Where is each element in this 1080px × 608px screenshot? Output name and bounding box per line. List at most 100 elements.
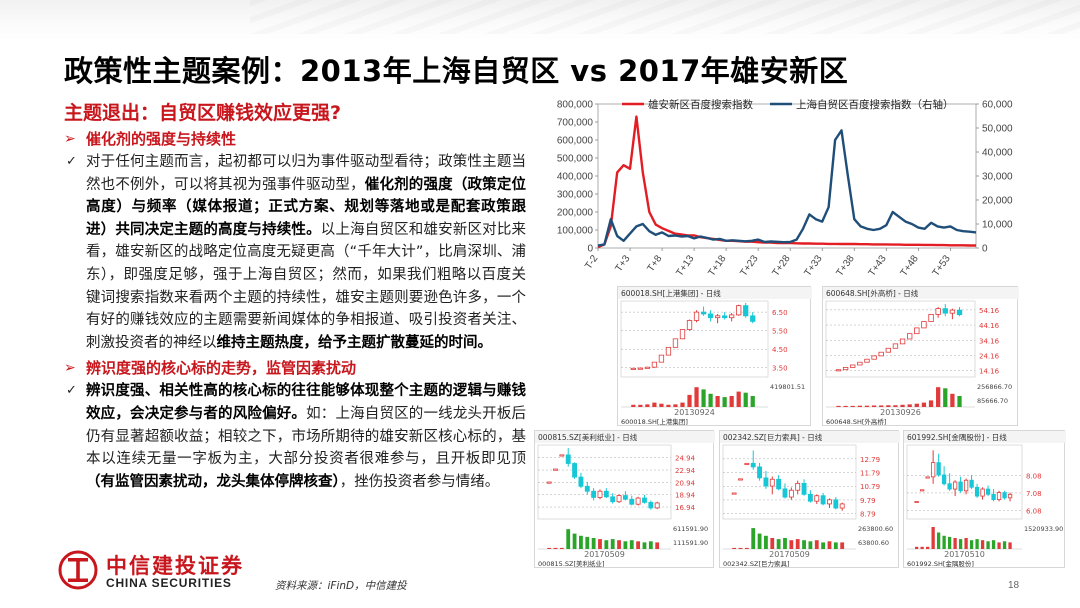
candle-body <box>827 499 832 505</box>
volume-bar <box>893 405 898 407</box>
kline-header-bar <box>823 287 1019 299</box>
price-tick-label: 44.16 <box>979 322 1000 330</box>
kline-code-label: 601992.SH[金隅股份] - 日线 <box>907 432 1007 442</box>
price-tick-label: 16.94 <box>675 504 696 512</box>
kline-bottom-code-label: 600648.SH[外高桥] <box>826 417 886 426</box>
top-decoration <box>0 0 1080 40</box>
candle-body <box>782 488 788 498</box>
candle-body <box>928 313 934 322</box>
candle-body <box>833 499 839 509</box>
price-plot-frame <box>537 444 672 520</box>
volume-bar <box>652 402 657 407</box>
volume-bar <box>666 404 671 407</box>
kline-panel-000815: 000815.SZ[美利纸业] - 日线 24.94 22.94 20.94 18.94… <box>534 430 715 568</box>
candle-body <box>700 311 707 315</box>
volume-bar <box>642 542 647 549</box>
price-tick-label: 6.50 <box>772 309 788 317</box>
volume-bar <box>964 538 968 549</box>
candle-body <box>1002 492 1007 499</box>
volume-bar <box>1002 541 1007 549</box>
right-axis-tick-label: 50,000 <box>982 124 1013 135</box>
search-index-chart-svg: 0 100,000 200,000 300,000 400,000 500,000 600,… <box>557 98 1013 279</box>
volume-bar <box>871 405 877 407</box>
candle-body <box>750 462 756 468</box>
paragraph-catalyst: ✓ 对于任何主题而言，起初都可以归为事件驱动型看待；政策性主题当然也不例外，可以… <box>64 151 526 354</box>
price-tick-label: 10.79 <box>860 483 880 491</box>
price-tick-label: 4.50 <box>772 346 788 354</box>
volume-bar <box>604 540 609 549</box>
citic-logo-icon <box>58 550 98 590</box>
price-plot-frame <box>620 300 769 378</box>
price-tick-label: 5.50 <box>772 328 788 336</box>
candle-body <box>864 358 870 363</box>
left-axis-tick-label: 200,000 <box>557 208 594 219</box>
left-axis-tick-label: 800,000 <box>557 100 594 111</box>
x-axis-tick-label: T-2 <box>583 253 601 272</box>
volume-bar <box>814 540 819 549</box>
volume-bar <box>827 541 832 549</box>
candle-body <box>850 364 856 368</box>
price-tick-label: 18.94 <box>675 492 696 500</box>
checkmark-bullet-icon: ✓ <box>66 383 77 399</box>
candle-body <box>947 483 952 490</box>
candle-body <box>637 367 644 370</box>
volume-bar <box>953 538 957 549</box>
right-axis-tick-label: 10,000 <box>982 220 1013 231</box>
kline-chart-000815: 000815.SZ[美利纸业] - 日线 24.94 22.94 20.94 18.94… <box>535 431 715 568</box>
x-axis-tick-label: T+53 <box>931 253 953 278</box>
arrow-bullet-icon: ➢ <box>64 131 76 147</box>
candle-body <box>776 478 782 490</box>
candle-body <box>610 496 616 503</box>
text-run: 如：上海自贸区的一线龙头开板后仍有显著超额收益；相较之下，市场所期待的雄安新区核… <box>86 405 527 468</box>
candle-body <box>750 315 756 322</box>
volume-bar <box>980 540 985 549</box>
volume-bar <box>610 539 615 549</box>
candle-body <box>630 367 636 370</box>
arrow-bullet-icon: ➢ <box>64 360 76 377</box>
volume-bar <box>750 396 755 407</box>
candle-body <box>729 314 735 319</box>
volume-bar <box>864 405 870 407</box>
kline-date-label: 20130924 <box>674 408 715 417</box>
volume-bar <box>783 538 787 549</box>
volume-bar <box>931 527 935 549</box>
candle-body <box>644 366 651 369</box>
volume-bar <box>776 539 781 549</box>
candle-body <box>1007 493 1013 499</box>
volume-bar <box>997 542 1001 549</box>
text-run: 以上海自贸区和雄安新区对比来看，雄安新区的战略定位高度无疑更高（“千年大计”，比… <box>86 221 527 351</box>
x-axis-tick-label: T+8 <box>645 253 664 274</box>
kline-header-bar <box>904 431 1066 443</box>
candle-body <box>871 355 877 360</box>
candle-body <box>878 351 884 357</box>
kline-code-label: 600648.SH[外高桥] - 日线 <box>826 288 919 298</box>
kline-bottom-code-label: 601992.SH[金隅股份] <box>907 559 974 568</box>
volume-bar <box>687 394 692 407</box>
volume-bar <box>914 403 919 407</box>
text-column: ➢ 催化剂的强度与持续性 ✓ 对于任何主题而言，起初都可以归为事件驱动型看待；政… <box>64 128 526 493</box>
kline-code-label: 000815.SZ[美利纸业] - 日线 <box>538 432 638 442</box>
volume-bar <box>636 541 641 549</box>
volume-bar <box>715 396 720 407</box>
volume-bar <box>729 396 734 407</box>
logo-english-name: CHINA SECURITIES <box>106 576 232 590</box>
volume-bar <box>986 541 990 549</box>
volume-bar <box>559 547 564 549</box>
volume-bar <box>840 542 845 549</box>
candle-body <box>578 476 584 487</box>
price-tick-label: 14.16 <box>979 368 1000 376</box>
slide-title: 政策性主题案例：2013年上海自贸区 vs 2017年雄安新区 <box>64 54 849 88</box>
candle-body <box>654 502 660 509</box>
candle-body <box>942 308 948 314</box>
volume-bar <box>958 539 963 549</box>
candle-body <box>559 454 565 457</box>
candle-body <box>616 495 622 503</box>
volume-bar <box>925 546 930 549</box>
candle-body <box>648 501 654 509</box>
volume-bar <box>572 533 577 549</box>
price-tick-label: 8.08 <box>1026 472 1042 480</box>
volume-bar <box>722 397 727 407</box>
right-axis-tick-label: 40,000 <box>982 148 1013 159</box>
volume-bar <box>694 387 699 407</box>
text-run-bold: 维持主题热度，给予主题扩散蔓延的时间。 <box>216 334 493 351</box>
